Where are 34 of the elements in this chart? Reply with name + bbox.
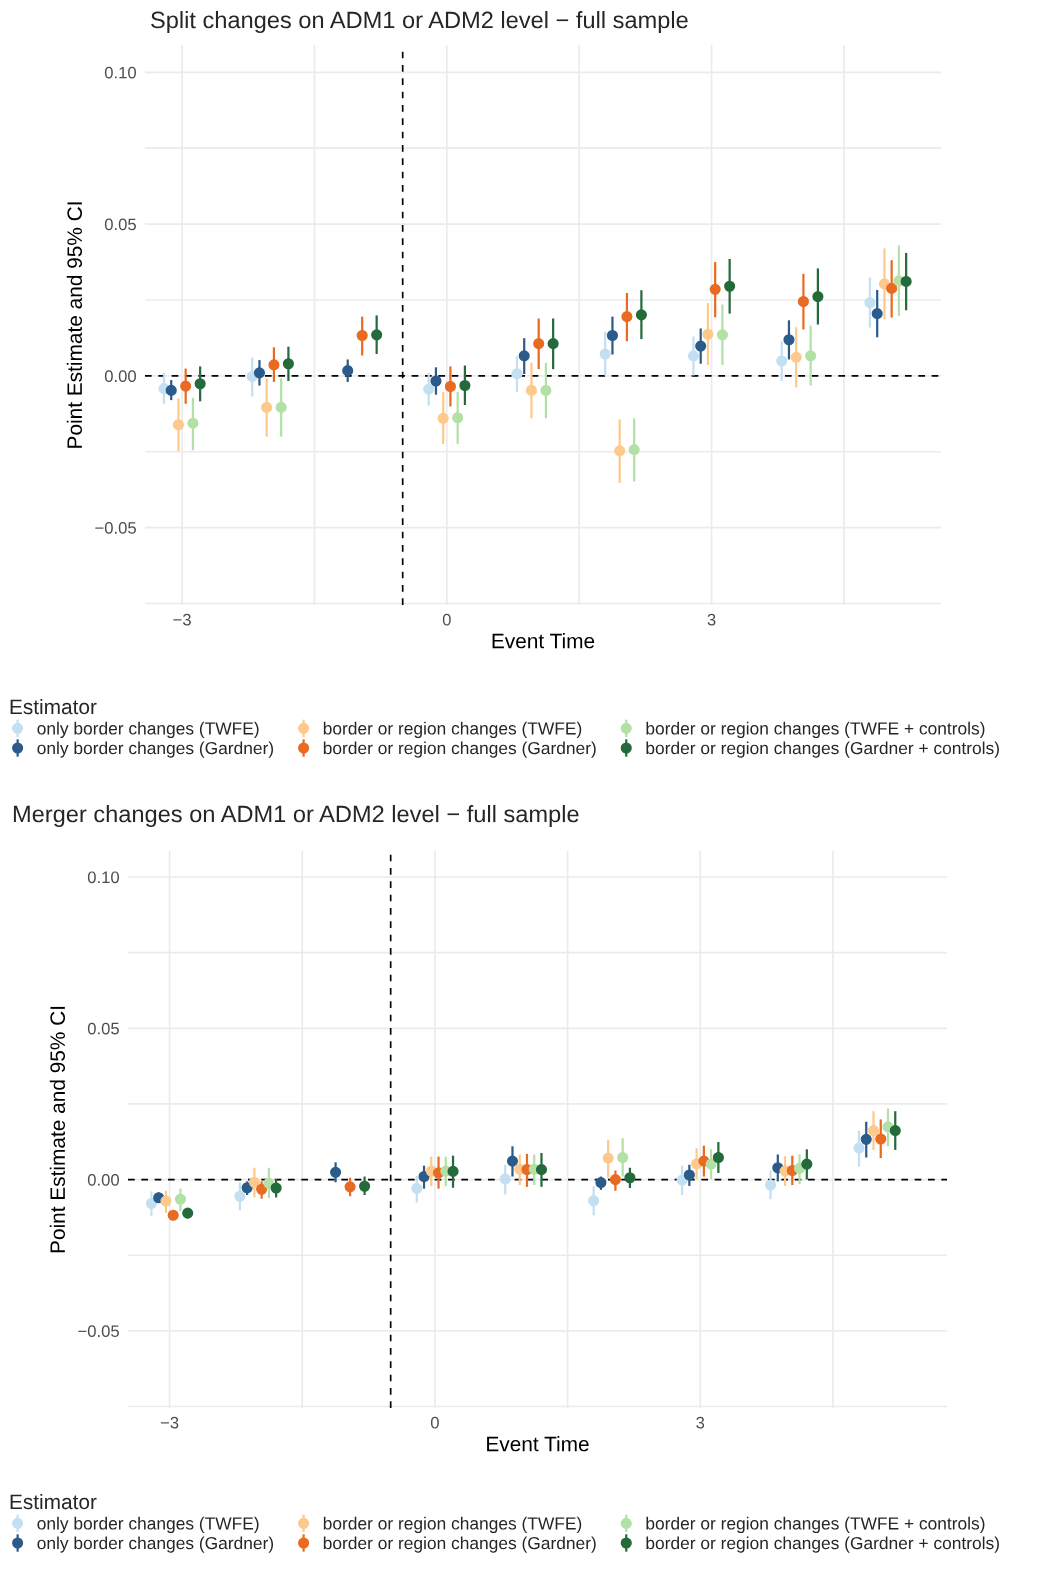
legend-label: border or region changes (Gardner + controls) xyxy=(646,1536,999,1553)
y-tick-label: −0.05 xyxy=(95,522,136,534)
x-tick-label: 0 xyxy=(442,613,451,626)
x-tick-label: −3 xyxy=(160,1416,179,1429)
y-tick-label: 0.10 xyxy=(104,66,137,79)
x-axis-title: Event Time xyxy=(487,1436,589,1452)
chart-title: Split changes on ADM1 or ADM2 level − full sample xyxy=(151,11,688,33)
legend-label: only border changes (Gardner) xyxy=(37,741,274,758)
y-tick-label: 0.00 xyxy=(104,370,137,383)
legend-title: Estimator xyxy=(10,1493,97,1510)
x-axis-title: Event Time xyxy=(492,633,595,649)
y-tick-label: 0.00 xyxy=(87,1173,120,1186)
y-tick-label: 0.05 xyxy=(87,1022,119,1035)
y-tick-label: 0.05 xyxy=(104,218,136,231)
legend-label: border or region changes (TWFE) xyxy=(323,721,582,739)
x-tick-label: 3 xyxy=(696,1416,705,1429)
x-tick-label: 3 xyxy=(707,613,716,626)
y-axis-title: Point Estimate and 95% CI xyxy=(66,202,83,448)
legend-title: Estimator xyxy=(10,698,97,715)
legend-label: border or region changes (Gardner) xyxy=(323,1536,596,1553)
legend-label: only border changes (Gardner) xyxy=(37,1536,274,1553)
legend-label: border or region changes (Gardner) xyxy=(323,741,596,758)
legend-label: border or region changes (TWFE + controls) xyxy=(646,721,985,739)
chart-title: Merger changes on ADM1 or ADM2 level − full sample xyxy=(13,804,579,827)
legend-label: border or region changes (TWFE) xyxy=(323,1516,582,1534)
legend-label: border or region changes (TWFE + controls) xyxy=(646,1516,985,1534)
legend-label: only border changes (TWFE) xyxy=(37,1516,259,1534)
y-axis-title: Point Estimate and 95% CI xyxy=(49,1006,66,1253)
legend-label: only border changes (TWFE) xyxy=(37,721,259,739)
y-tick-label: −0.05 xyxy=(78,1325,119,1338)
legend-label: border or region changes (Gardner + controls) xyxy=(646,741,999,758)
x-tick-label: −3 xyxy=(173,613,191,626)
x-tick-label: 0 xyxy=(430,1416,439,1429)
y-tick-label: 0.10 xyxy=(87,871,120,884)
